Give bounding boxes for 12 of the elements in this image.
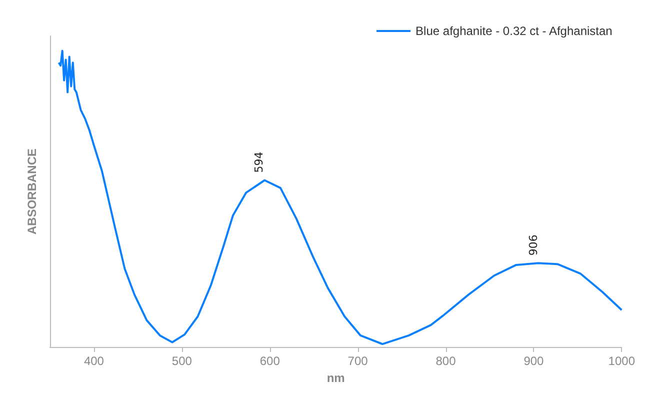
annotation: 906 (526, 234, 540, 256)
x-tick-label: 600 (260, 354, 280, 368)
x-tick-label: 900 (524, 354, 544, 368)
x-tick-label: 1000 (608, 354, 636, 368)
x-axis-title: nm (326, 370, 345, 385)
y-axis-title: ABSORBANCE (25, 148, 39, 235)
x-tick-label: 500 (172, 354, 192, 368)
annotation: 594 (252, 152, 266, 173)
x-tick-label: 800 (436, 354, 456, 368)
legend-label: Blue afghanite - 0.32 ct - Afghanistan (416, 24, 612, 38)
x-tick-label: 400 (84, 354, 104, 368)
x-tick-label: 700 (348, 354, 368, 368)
